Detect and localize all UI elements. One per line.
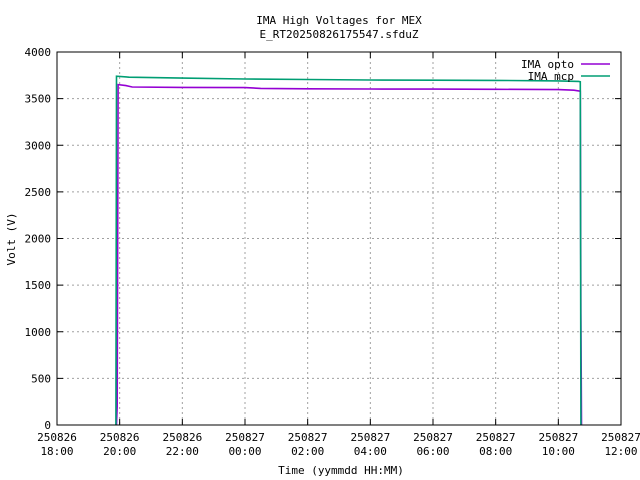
legend-label-2: IMA mcp [528, 70, 574, 83]
x-tick-label-date: 250826 [37, 431, 77, 444]
x-tick-label-date: 250827 [538, 431, 578, 444]
x-tick-label-time: 08:00 [479, 445, 512, 458]
series-line-1 [115, 83, 583, 426]
y-tick-label: 2500 [25, 186, 52, 199]
y-tick-label: 2000 [25, 233, 52, 246]
y-tick-label: 3500 [25, 93, 52, 106]
x-tick-label-time: 12:00 [604, 445, 637, 458]
axis-ticks: 0500100015002000250030003500400025082618… [25, 46, 640, 458]
series-line-2 [115, 75, 582, 426]
x-tick-label-time: 20:00 [103, 445, 136, 458]
legend-label-1: IMA opto [521, 58, 574, 71]
x-axis-label: Time (yymmdd HH:MM) [278, 464, 404, 477]
x-tick-label-date: 250827 [350, 431, 390, 444]
x-tick-label-time: 06:00 [416, 445, 449, 458]
x-tick-label-time: 04:00 [354, 445, 387, 458]
x-tick-label-time: 02:00 [291, 445, 324, 458]
plot-frame [56, 51, 622, 426]
x-tick-label-date: 250827 [413, 431, 453, 444]
chart-title: IMA High Voltages for MEX [256, 14, 422, 27]
x-tick-label-date: 250826 [100, 431, 140, 444]
y-tick-label: 1000 [25, 326, 52, 339]
x-tick-label-date: 250827 [288, 431, 328, 444]
x-tick-label-date: 250827 [225, 431, 265, 444]
x-tick-label-time: 18:00 [40, 445, 73, 458]
series-lines [115, 75, 583, 426]
x-tick-label-date: 250827 [601, 431, 640, 444]
y-tick-label: 4000 [25, 46, 52, 59]
x-tick-label-date: 250826 [162, 431, 202, 444]
x-tick-label-date: 250827 [476, 431, 516, 444]
y-tick-label: 0 [44, 419, 51, 432]
y-tick-label: 500 [31, 372, 51, 385]
y-tick-label: 1500 [25, 279, 52, 292]
chart-subtitle: E_RT20250826175547.sfduZ [260, 28, 419, 41]
y-axis-label: Volt (V) [5, 213, 18, 266]
x-tick-label-time: 10:00 [542, 445, 575, 458]
y-tick-label: 3000 [25, 139, 52, 152]
grid [57, 52, 621, 425]
x-tick-label-time: 00:00 [228, 445, 261, 458]
x-tick-label-time: 22:00 [166, 445, 199, 458]
